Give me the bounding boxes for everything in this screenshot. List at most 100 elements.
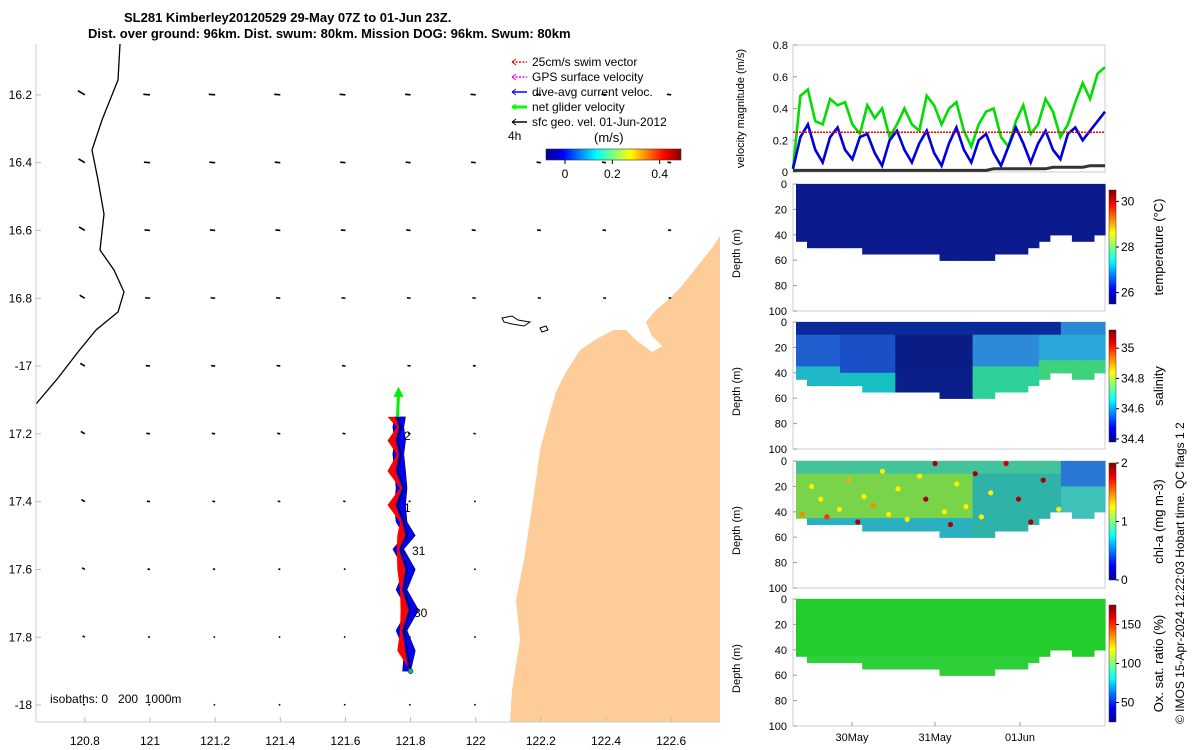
speed-colorbar [545,148,682,161]
geo-velocity-arrow [537,296,541,300]
section-cell [884,473,896,481]
section-cell [862,209,874,217]
section-cell [1016,480,1029,488]
section-cell [1049,599,1062,606]
section-cell [928,347,940,355]
section-cell [994,624,1007,632]
section-cell [1005,486,1018,494]
geo-velocity-arrow [212,500,216,503]
geo-velocity-arrow [341,364,346,367]
section-cell [884,247,896,255]
section-cell [950,322,963,329]
section-cell [972,668,985,676]
section-cell [939,366,952,374]
geo-velocity-arrow [79,362,86,367]
section-cell [818,624,830,632]
section-cell [873,599,885,606]
section-cell [1071,196,1084,204]
legend-arrowhead [511,88,517,96]
section-cell [818,196,830,204]
section-cell [1094,473,1106,481]
section-cell [906,209,918,217]
section-cell [895,353,907,361]
section-cell [994,234,1007,242]
day-label: 31 [412,544,426,558]
section-cell [796,611,808,619]
section-cell [862,599,874,606]
chl-point [824,514,830,520]
section-cell [873,473,885,481]
section-cell [840,467,852,475]
section-cell [829,656,841,664]
section-cell [961,530,974,538]
section-cell [818,184,830,191]
map-y-tick-label: 17.6 [9,562,33,576]
section-cell [807,366,819,374]
section-cell [873,334,885,342]
section-cell [1071,372,1084,380]
section-cell [895,480,907,488]
section-cell [983,184,996,191]
imos-side-label: © IMOS 15-Apr-2024 12:22:03 Hobart time.… [1173,422,1187,724]
section-cell [1071,222,1084,230]
section-cell [818,473,830,481]
geo-velocity-arrow [407,364,411,367]
section-cell [1038,228,1051,236]
section-cell [862,328,874,336]
section-cell [939,391,952,399]
section-cell [840,372,852,380]
section-cell [1071,184,1084,191]
section-cell [939,492,952,500]
section-cell [851,618,863,625]
section-cell [906,511,918,519]
section-cell [1027,203,1040,211]
section-cell [1038,461,1051,468]
section-cell [961,605,974,613]
section-cell [884,322,896,329]
section-cell [862,518,874,526]
section-cell [961,643,974,651]
section-cell [1005,215,1018,223]
section-cell [1071,203,1084,211]
velocity-series-net-glider-velocity [791,66,1106,169]
glider-track-line [396,416,412,672]
section-cell [906,656,918,664]
section-cell [961,649,974,657]
section-cell [1082,599,1095,606]
section-cell [906,630,918,638]
section-cell [994,505,1007,513]
section-cell [895,203,907,211]
geo-velocity-arrow [601,93,607,96]
section-cell [807,656,819,664]
section-cell [862,190,874,198]
section-cell [961,196,974,204]
section-cell [1094,618,1106,625]
geo-velocity-arrow [343,703,346,706]
section-cell [840,366,852,374]
section-cell [1049,222,1062,230]
section-cell [1049,499,1062,507]
section-cell [796,480,808,488]
section-cell [961,372,974,380]
section-cell [1094,209,1106,217]
map-x-tick-label: 121 [140,734,160,748]
section-cell [1082,366,1095,374]
section-cell [1082,341,1095,349]
chl-point [870,502,876,508]
section-cell [807,480,819,488]
section-cell [1005,499,1018,507]
section-cell [818,505,830,513]
geo-velocity-arrow [274,93,281,96]
section-cell [862,341,874,349]
section-cell [1049,190,1062,198]
section-cell [1082,215,1095,223]
section-cell [818,599,830,606]
section-cell [917,222,929,230]
section-cell [1016,624,1029,632]
section-cell [950,222,963,230]
section-cell [851,511,863,519]
depth-tick-label: 40 [775,645,787,657]
section-cell [895,190,907,198]
map-y-tick-label: 17.2 [9,427,33,441]
section-cell [961,637,974,645]
